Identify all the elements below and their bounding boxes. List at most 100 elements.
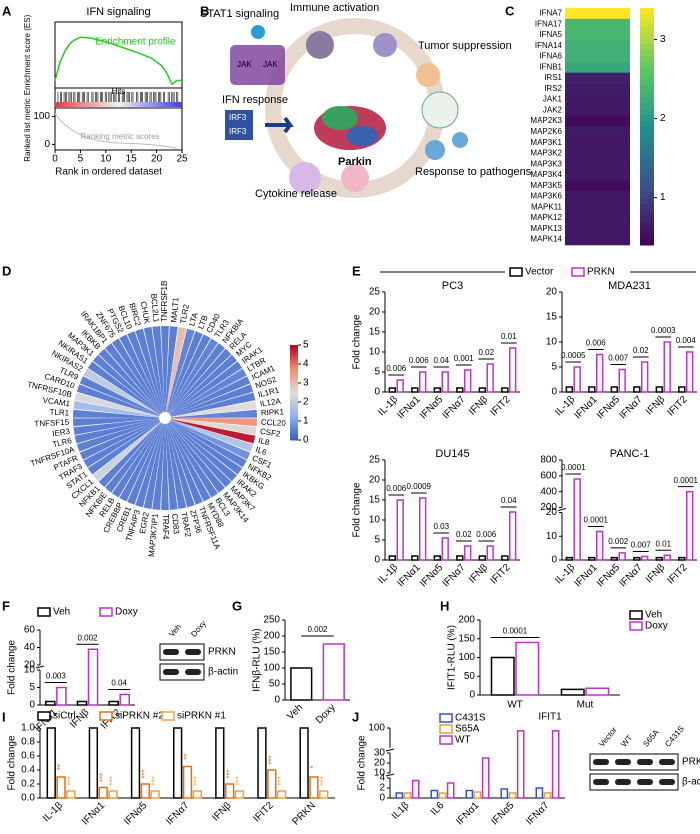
x-tick-label: IL6 xyxy=(429,800,447,818)
arrow xyxy=(265,116,294,134)
colorbar-step xyxy=(640,156,654,163)
colorbar-step xyxy=(290,411,298,415)
blot-band xyxy=(659,759,675,765)
radial-wedge xyxy=(161,424,169,510)
x-tick-label: IFNα1 xyxy=(454,800,481,827)
colorbar-step xyxy=(640,138,654,145)
receptor xyxy=(230,45,285,85)
gene-label: TNFRSF1B xyxy=(160,281,169,322)
radial-wedge xyxy=(170,419,256,444)
x-tick-label: IFNβ xyxy=(210,800,233,823)
x-tick-label: Doxy xyxy=(314,702,338,726)
colorbar-step xyxy=(640,233,654,240)
y-tick-label: 200 xyxy=(458,615,475,626)
y2-axis-label: Ranked list metric xyxy=(23,98,32,162)
y-axis-label: Fold change xyxy=(352,482,363,537)
colorbar-step xyxy=(290,425,298,429)
radial-wedge xyxy=(76,384,160,417)
colorbar-step xyxy=(290,368,298,372)
colorbar-step xyxy=(640,96,654,104)
y-tick-label: 25 xyxy=(369,287,381,298)
colorbar-label: 2 xyxy=(303,397,309,408)
y-tick-label: 50 xyxy=(269,679,281,690)
bar xyxy=(573,366,581,393)
legend-swatch xyxy=(439,713,453,723)
colorbar-step xyxy=(640,90,654,98)
colorbar-step xyxy=(640,102,654,110)
radial-wedge xyxy=(143,327,165,413)
bar xyxy=(45,700,56,706)
radial-wedge xyxy=(169,422,232,488)
radial-wedge xyxy=(112,338,162,414)
significance-stars: *** xyxy=(277,776,286,785)
radial-wedge xyxy=(169,421,243,475)
y-tick-label: 200 xyxy=(263,631,280,642)
heat-cell xyxy=(565,137,630,149)
radial-wedge xyxy=(127,331,163,413)
bar xyxy=(490,656,515,696)
colorbar-step xyxy=(290,428,298,431)
y-axis-label: Fold change xyxy=(352,314,363,369)
heat-cell xyxy=(565,212,630,224)
pathogen xyxy=(425,140,445,160)
cytokine-cell xyxy=(289,162,321,194)
p-value: 0.0001 xyxy=(561,463,586,472)
bar xyxy=(655,386,663,393)
blot-band xyxy=(637,759,653,765)
colorbar-step xyxy=(640,79,654,86)
colorbar-step xyxy=(290,349,298,353)
y-tick-label: 0 xyxy=(379,793,385,804)
bar xyxy=(403,792,412,799)
colorbar-step xyxy=(640,19,654,27)
colorbar-step xyxy=(640,120,654,127)
bar xyxy=(150,790,160,799)
row-label: IFNA6 xyxy=(539,52,562,61)
colorbar-step xyxy=(640,203,654,210)
gene-label: MAP3K7IP1 xyxy=(147,513,160,558)
row-label: MAPK12 xyxy=(530,213,562,222)
colorbar-step xyxy=(290,378,298,382)
x-tick-label: IFNα7 xyxy=(618,394,645,421)
radial-wedge xyxy=(135,328,164,413)
bar xyxy=(535,787,544,799)
x-tick-label: IFNβ xyxy=(467,562,490,585)
bar xyxy=(56,776,66,799)
heat-cell xyxy=(565,169,630,181)
p-value: 0.01 xyxy=(501,332,517,341)
bar xyxy=(119,693,130,706)
y-tick-label: 150 xyxy=(263,647,280,658)
colorbar-step xyxy=(290,416,298,420)
protein-label: IRF3 xyxy=(229,127,247,136)
blot-band xyxy=(163,649,179,655)
row-label: MAP2K6 xyxy=(530,127,562,136)
bar xyxy=(565,556,573,561)
x-tick-label: IL1β xyxy=(390,800,412,822)
diagram-label: Immune activation xyxy=(290,2,379,14)
colorbar-step xyxy=(640,126,654,133)
bar xyxy=(686,490,694,561)
row-label: MAPK13 xyxy=(530,224,562,233)
significance-stars: *** xyxy=(98,773,107,782)
row-label: MAP3K6 xyxy=(530,192,562,201)
radial-wedge xyxy=(168,422,225,493)
heat-cell xyxy=(565,72,630,84)
colorbar-step xyxy=(640,144,654,151)
bar xyxy=(87,648,99,706)
bar xyxy=(588,556,596,561)
p-value: 0.006 xyxy=(386,484,407,493)
legend-swatch xyxy=(37,711,51,721)
row-label: JAK1 xyxy=(543,95,563,104)
y-tick-label: 100 xyxy=(263,663,280,674)
colorbar-step xyxy=(640,221,654,228)
bar xyxy=(610,556,618,561)
panel-title: PANC-1 xyxy=(610,448,650,460)
colorbar-step xyxy=(640,67,654,74)
y-tick-label: 20 xyxy=(369,307,381,318)
blot-frame xyxy=(159,643,205,661)
x-tick-label: WT xyxy=(507,700,523,711)
bar xyxy=(173,727,183,799)
colorbar-step xyxy=(640,209,654,216)
bar xyxy=(192,790,203,799)
x-tick-label: IFIT2 xyxy=(488,562,513,587)
y-tick-label: 0 xyxy=(551,387,557,398)
